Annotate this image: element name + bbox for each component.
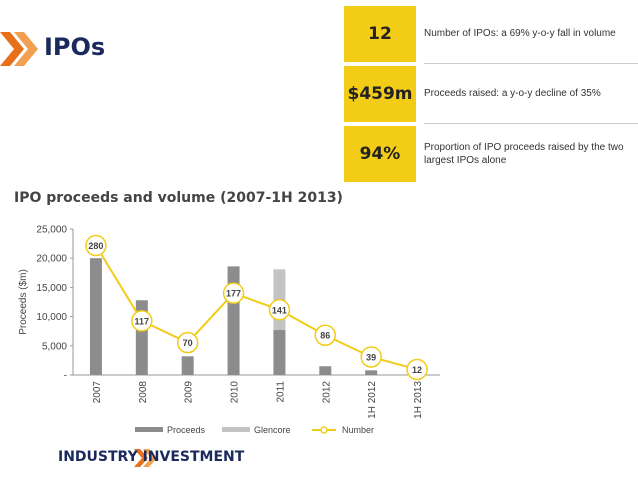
- x-tick-label: 2012: [321, 381, 332, 404]
- number-label: 177: [226, 289, 241, 299]
- chart-title: IPO proceeds and volume (2007-1H 2013): [14, 190, 343, 206]
- legend-number-label: Number: [342, 425, 374, 435]
- x-tick-label: 2007: [92, 381, 103, 404]
- x-tick-label: 2009: [184, 381, 195, 404]
- number-marker: [268, 299, 291, 321]
- number-marker: [406, 358, 428, 381]
- legend-proceeds-label: Proceeds: [167, 425, 206, 435]
- page-title: IPOs: [44, 33, 106, 61]
- number-marker: [85, 234, 107, 257]
- y-axis-label: Proceeds ($m): [18, 269, 29, 335]
- ipo-chart: - 5,000 10,000 15,000 20,000 25,000 Proceeds (…: [18, 225, 440, 435]
- legend-glencore-swatch: [222, 427, 250, 432]
- y-tick-label: 5,000: [42, 341, 67, 352]
- legend-glencore-label: Glencore: [254, 425, 291, 435]
- logo-mark: [134, 449, 157, 467]
- x-tick-label: 2011: [275, 381, 286, 403]
- stat-row: $459m Proceeds raised: a y-o-y decline o…: [344, 66, 638, 124]
- proceeds-bar: [365, 370, 378, 375]
- proceeds-bar: [319, 366, 332, 375]
- number-marker: [176, 331, 199, 354]
- stat-value: 94%: [344, 126, 416, 182]
- stats-panel: 12 Number of IPOs: a 69% y-o-y fall in v…: [344, 2, 638, 184]
- stat-description: Proceeds raised: a y-o-y decline of 35%: [424, 88, 601, 100]
- number-label: 280: [88, 241, 103, 251]
- number-marker: [314, 324, 337, 346]
- y-tick-label: -: [64, 371, 67, 382]
- number-marker: [222, 282, 245, 304]
- y-tick-label: 20,000: [36, 254, 67, 265]
- stat-divider: [424, 123, 638, 124]
- number-marker: [131, 310, 153, 332]
- stat-value: 12: [344, 6, 416, 62]
- x-tick-label: 1H 2013: [413, 381, 424, 419]
- x-tick-label: 1H 2012: [367, 381, 378, 419]
- logo-text: INDUSTRY INVESTMENT: [58, 449, 245, 465]
- stat-row: 12 Number of IPOs: a 69% y-o-y fall in v…: [344, 6, 638, 64]
- legend-number-marker: [320, 426, 328, 434]
- x-tick-label: 2008: [138, 381, 149, 404]
- x-tick-label: 2010: [230, 381, 241, 404]
- number-label: 39: [366, 352, 376, 362]
- number-marker: [360, 346, 382, 368]
- number-label: 12: [412, 365, 422, 375]
- stat-value: $459m: [344, 66, 416, 122]
- stat-divider: [424, 63, 638, 64]
- number-label: 86: [320, 331, 330, 341]
- proceeds-bar: [181, 356, 194, 375]
- proceeds-bar: [89, 258, 102, 375]
- stat-description: Number of IPOs: a 69% y-o-y fall in volu…: [424, 28, 616, 40]
- y-tick-label: 25,000: [36, 225, 67, 236]
- y-tick-label: 10,000: [36, 312, 67, 323]
- y-tick-label: 15,000: [36, 283, 67, 294]
- number-label: 141: [272, 305, 287, 315]
- stat-description: Proportion of IPO proceeds raised by the…: [424, 141, 624, 167]
- stat-row: 94% Proportion of IPO proceeds raised by…: [344, 126, 638, 184]
- number-label: 117: [135, 316, 150, 326]
- proceeds-bar: [273, 330, 286, 375]
- legend-proceeds-swatch: [135, 427, 163, 432]
- chevron-arrows-icon: [0, 32, 38, 66]
- number-label: 70: [183, 338, 193, 348]
